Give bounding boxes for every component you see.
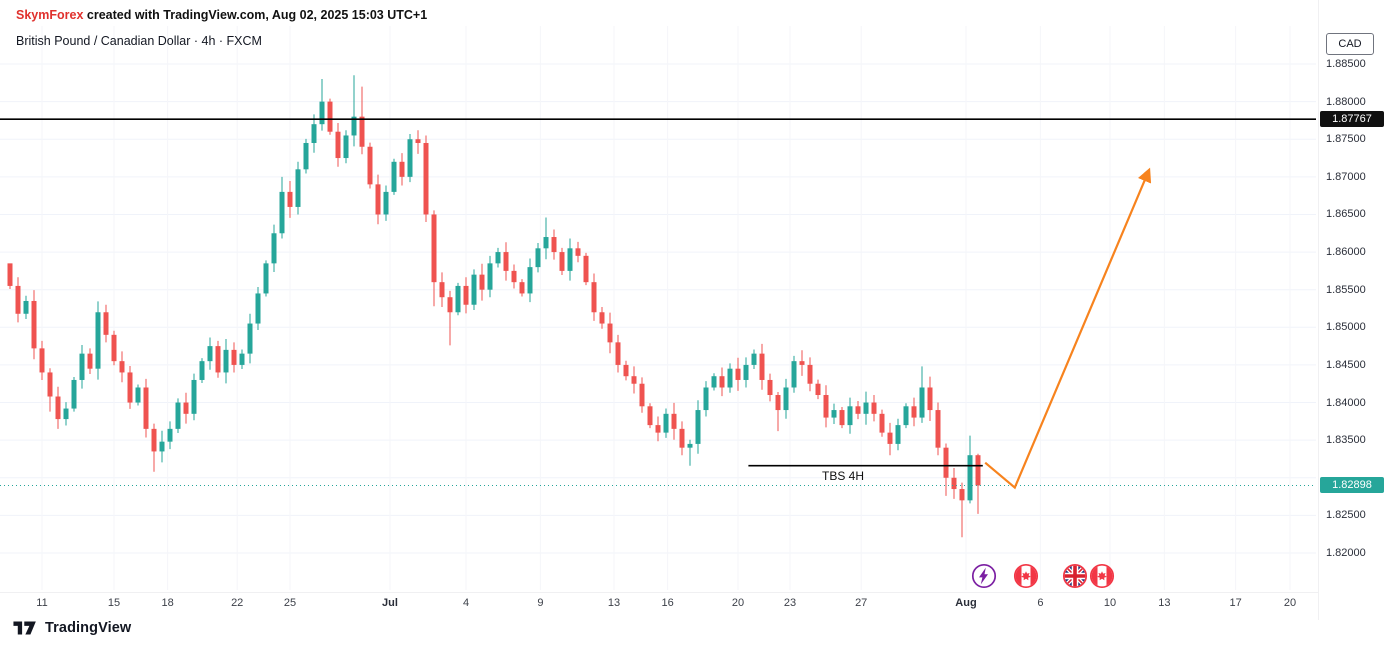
time-tick-label: 17 (1229, 597, 1242, 609)
tradingview-logo[interactable]: TradingView (12, 620, 131, 636)
time-tick-label: 22 (231, 597, 244, 609)
attribution-brand: SkymForex (16, 8, 84, 22)
price-tick-label: 1.84500 (1326, 358, 1366, 371)
tradingview-logo-text: TradingView (45, 620, 132, 636)
event-icon-lightning[interactable] (971, 563, 997, 589)
time-tick-label: 10 (1103, 597, 1117, 609)
last-price-badge: 1.82898 (1320, 477, 1384, 494)
time-tick-label: 13 (1158, 597, 1171, 609)
tradingview-logo-icon (13, 621, 36, 635)
grid-layer (0, 26, 1316, 590)
price-tick-label: 1.88500 (1326, 58, 1366, 70)
time-axis[interactable]: 11 15 18 22 25 Jul 4 9 13 16 20 23 27 Aug 6 10 13 17 20 (0, 592, 1318, 618)
time-tick-label: 20 (731, 597, 745, 609)
price-tick-label: 1.85000 (1326, 321, 1366, 334)
time-tick-label: 13 (607, 597, 621, 609)
time-tick-label: Aug (955, 597, 977, 609)
candles-layer[interactable] (7, 75, 981, 538)
support-zone-label[interactable]: TBS 4H (821, 469, 864, 483)
price-tick-label: 1.87500 (1326, 133, 1366, 146)
price-tick-label: 1.88000 (1326, 95, 1366, 108)
time-tick-label: 16 (661, 597, 674, 609)
event-icon-canada-flag[interactable] (1013, 563, 1039, 589)
price-axis[interactable]: CAD 1.88500 1.88000 1.87500 1.87000 1.86500 1… (1318, 0, 1386, 620)
attribution-rest: created with TradingView.com, Aug 02, 20… (83, 8, 428, 22)
time-tick-label: 4 (462, 597, 470, 609)
time-tick-label: 9 (537, 597, 544, 609)
price-tick-label: 1.85500 (1326, 283, 1366, 296)
time-tick-label: 20 (1283, 597, 1297, 609)
price-tick-label: 1.84000 (1326, 396, 1366, 409)
price-tick-label: 1.83500 (1326, 434, 1366, 447)
candlestick-chart[interactable] (0, 0, 1318, 592)
time-tick-label: Jul (382, 597, 398, 609)
price-tick-label: 1.86000 (1326, 246, 1366, 259)
price-tick-label: 1.86500 (1326, 208, 1366, 221)
time-tick-label: 18 (161, 597, 174, 609)
time-tick-label: 15 (107, 597, 121, 609)
event-icon-uk-flag[interactable] (1062, 563, 1088, 589)
currency-label: CAD (1326, 33, 1374, 55)
price-tick-label: 1.87000 (1326, 170, 1366, 183)
time-tick-label: 6 (1037, 597, 1044, 609)
event-icon-canada-flag[interactable] (1089, 563, 1115, 589)
resistance-price-badge: 1.87767 (1320, 111, 1384, 128)
time-tick-label: 25 (283, 597, 297, 609)
time-tick-label: 27 (855, 597, 868, 609)
time-tick-label: 23 (783, 597, 797, 609)
price-tick-label: 1.82000 (1326, 546, 1366, 559)
symbol-title: British Pound / Canadian Dollar · 4h · F… (16, 34, 262, 48)
trend-arrow[interactable] (984, 167, 1152, 490)
price-tick-label: 1.82500 (1326, 509, 1366, 522)
attribution-text: SkymForex created with TradingView.com, … (16, 8, 427, 22)
time-tick-label: 11 (36, 597, 48, 609)
